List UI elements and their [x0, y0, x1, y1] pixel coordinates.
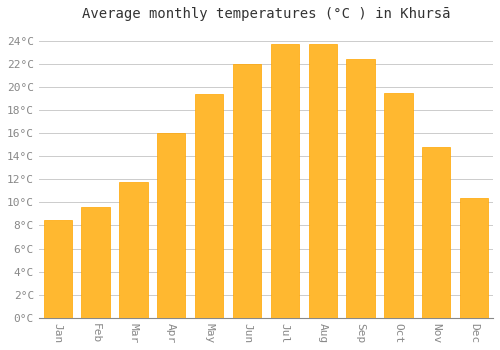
- Bar: [384, 93, 412, 318]
- Bar: [308, 44, 337, 318]
- Bar: [422, 147, 450, 318]
- Bar: [157, 133, 186, 318]
- Bar: [195, 94, 224, 318]
- Title: Average monthly temperatures (°C ) in Khursā: Average monthly temperatures (°C ) in Kh…: [82, 7, 450, 21]
- Bar: [346, 59, 375, 318]
- Bar: [233, 64, 261, 318]
- Bar: [119, 182, 148, 318]
- Bar: [82, 207, 110, 318]
- Bar: [44, 220, 72, 318]
- Bar: [270, 44, 299, 318]
- Bar: [460, 198, 488, 318]
